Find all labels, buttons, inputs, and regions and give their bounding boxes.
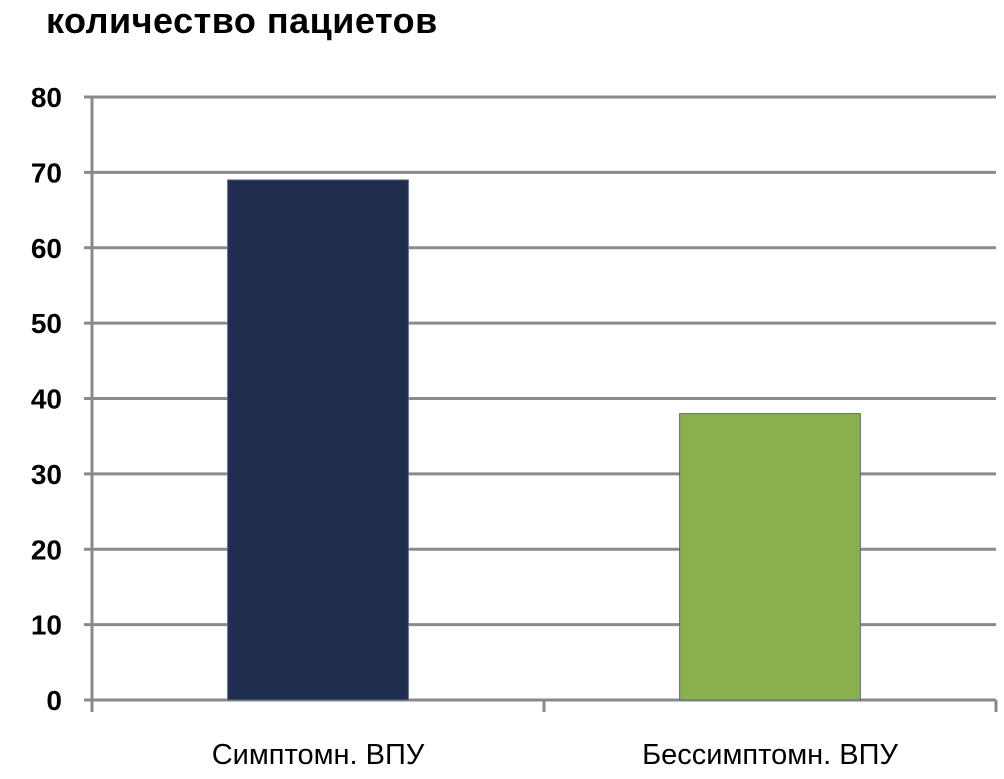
y-tick-label: 50 [31, 308, 62, 339]
y-tick-label: 10 [31, 610, 62, 641]
x-tick-labels: Симптомн. ВПУ Бессимптомн. ВПУ [212, 739, 899, 771]
y-tick-label: 60 [31, 233, 62, 264]
y-tick-labels: 0 10 20 30 40 50 60 70 80 [31, 82, 62, 716]
y-tick-label: 20 [31, 534, 62, 565]
y-tick-label: 70 [31, 157, 62, 188]
x-category-label: Симптомн. ВПУ [212, 739, 425, 771]
bar-2 [679, 413, 861, 701]
chart-title: количество пациетов [46, 0, 438, 41]
y-tick-label: 30 [31, 459, 62, 490]
bars [227, 179, 861, 701]
bar-1 [227, 179, 409, 701]
y-tick-label: 80 [31, 82, 62, 113]
y-tick-label: 0 [46, 685, 62, 716]
x-category-label: Бессимптомн. ВПУ [642, 739, 898, 771]
y-tick-label: 40 [31, 384, 62, 415]
